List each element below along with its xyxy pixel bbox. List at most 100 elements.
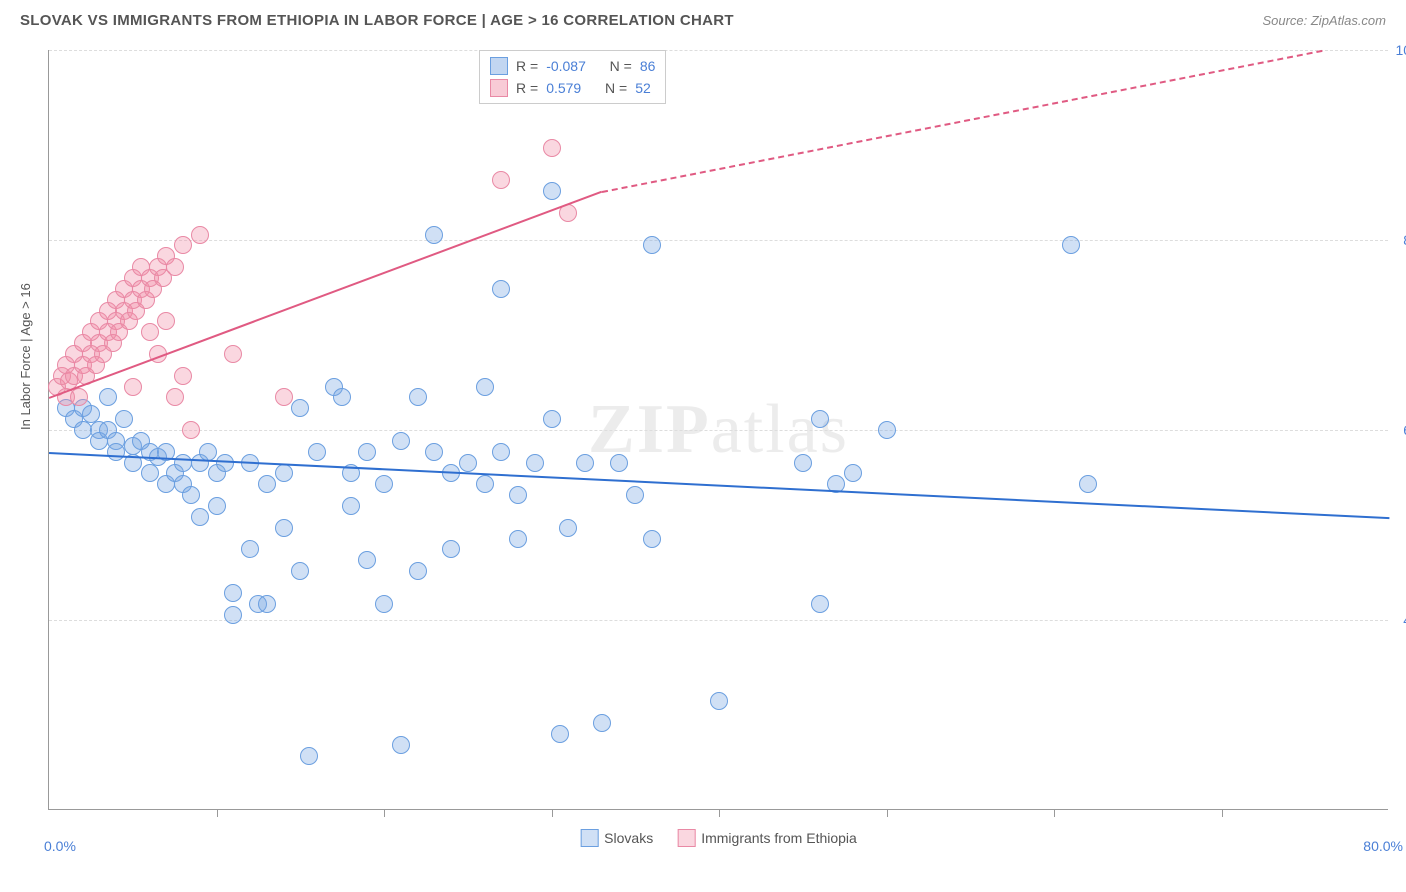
data-point [358, 551, 376, 569]
legend-item: Immigrants from Ethiopia [677, 829, 857, 847]
data-point [191, 508, 209, 526]
data-point [476, 378, 494, 396]
data-point [551, 725, 569, 743]
data-point [300, 747, 318, 765]
legend-swatch [580, 829, 598, 847]
data-point [543, 182, 561, 200]
data-point [375, 475, 393, 493]
data-point [208, 497, 226, 515]
trend-line [602, 50, 1323, 193]
legend-swatch [677, 829, 695, 847]
data-point [375, 595, 393, 613]
data-point [492, 280, 510, 298]
data-point [224, 345, 242, 363]
legend-row: R = 0.579 N = 52 [490, 77, 655, 99]
data-point [476, 475, 494, 493]
data-point [333, 388, 351, 406]
grid-line [49, 620, 1388, 621]
legend-row: R = -0.087 N = 86 [490, 55, 655, 77]
data-point [182, 486, 200, 504]
data-point [409, 562, 427, 580]
data-point [174, 454, 192, 472]
grid-line [49, 430, 1388, 431]
data-point [308, 443, 326, 461]
x-axis-max-label: 80.0% [1363, 838, 1403, 854]
data-point [174, 236, 192, 254]
data-point [593, 714, 611, 732]
series-legend: Slovaks Immigrants from Ethiopia [580, 829, 857, 847]
data-point [275, 388, 293, 406]
data-point [844, 464, 862, 482]
data-point [878, 421, 896, 439]
data-point [166, 388, 184, 406]
correlation-legend: R = -0.087 N = 86R = 0.579 N = 52 [479, 50, 666, 104]
x-axis-min-label: 0.0% [44, 838, 76, 854]
grid-line [49, 50, 1388, 51]
source-citation: Source: ZipAtlas.com [1262, 13, 1386, 28]
chart-title: SLOVAK VS IMMIGRANTS FROM ETHIOPIA IN LA… [20, 12, 734, 29]
data-point [492, 443, 510, 461]
x-axis-tick [217, 809, 218, 817]
data-point [182, 421, 200, 439]
y-axis-tick-label: 100.0% [1396, 42, 1406, 58]
data-point [174, 367, 192, 385]
data-point [141, 464, 159, 482]
data-point [409, 388, 427, 406]
data-point [358, 443, 376, 461]
data-point [241, 540, 259, 558]
data-point [811, 410, 829, 428]
data-point [526, 454, 544, 472]
x-axis-tick [1222, 809, 1223, 817]
data-point [1062, 236, 1080, 254]
data-point [643, 236, 661, 254]
data-point [82, 405, 100, 423]
data-point [492, 171, 510, 189]
data-point [425, 226, 443, 244]
x-axis-tick [1054, 809, 1055, 817]
y-axis-title: In Labor Force | Age > 16 [18, 283, 33, 430]
x-axis-tick [719, 809, 720, 817]
data-point [275, 464, 293, 482]
data-point [643, 530, 661, 548]
legend-item: Slovaks [580, 829, 653, 847]
data-point [543, 139, 561, 157]
data-point [291, 562, 309, 580]
data-point [258, 595, 276, 613]
data-point [543, 410, 561, 428]
data-point [191, 226, 209, 244]
data-point [107, 443, 125, 461]
data-point [124, 378, 142, 396]
data-point [509, 486, 527, 504]
data-point [224, 606, 242, 624]
data-point [811, 595, 829, 613]
data-point [199, 443, 217, 461]
data-point [509, 530, 527, 548]
data-point [99, 388, 117, 406]
legend-swatch [490, 79, 508, 97]
data-point [258, 475, 276, 493]
data-point [392, 432, 410, 450]
data-point [74, 421, 92, 439]
data-point [275, 519, 293, 537]
x-axis-tick [552, 809, 553, 817]
data-point [342, 497, 360, 515]
data-point [794, 454, 812, 472]
data-point [576, 454, 594, 472]
data-point [710, 692, 728, 710]
data-point [459, 454, 477, 472]
data-point [1079, 475, 1097, 493]
data-point [392, 736, 410, 754]
data-point [559, 519, 577, 537]
data-point [626, 486, 644, 504]
data-point [224, 584, 242, 602]
legend-swatch [490, 57, 508, 75]
x-axis-tick [887, 809, 888, 817]
scatter-chart: ZIPatlas R = -0.087 N = 86R = 0.579 N = … [48, 50, 1388, 810]
x-axis-tick [384, 809, 385, 817]
trend-line [49, 452, 1389, 519]
data-point [115, 410, 133, 428]
data-point [291, 399, 309, 417]
grid-line [49, 240, 1388, 241]
data-point [425, 443, 443, 461]
data-point [157, 312, 175, 330]
